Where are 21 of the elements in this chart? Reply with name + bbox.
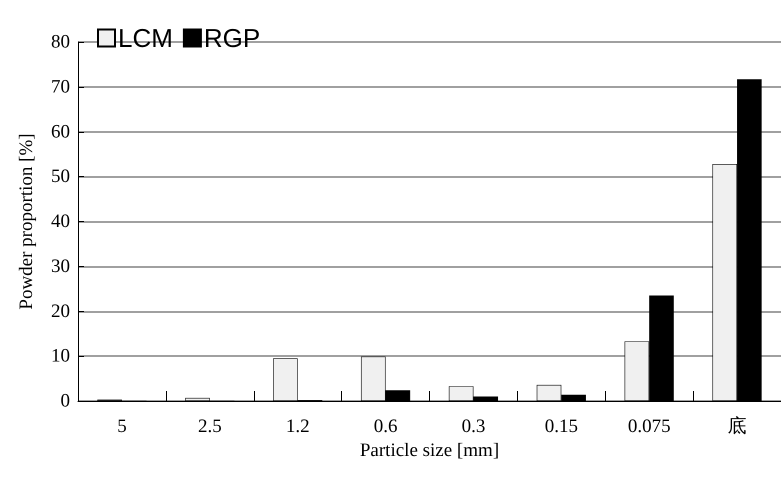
x-tick-label: 底 [728, 415, 747, 437]
x-tick-label: 0.075 [628, 416, 671, 437]
y-tick-label: 10 [51, 346, 70, 367]
y-tick-label: 20 [51, 300, 70, 322]
x-tick-label: 0.6 [374, 416, 398, 437]
x-tick-label: 1.2 [286, 416, 310, 437]
x-axis-title: Particle size [mm] [360, 440, 500, 461]
y-tick-label: 40 [51, 211, 70, 232]
x-tick-label: 0.15 [544, 416, 578, 437]
x-tick-label: 5 [117, 416, 127, 437]
y-tick-label: 70 [51, 76, 70, 98]
y-tick-label: 50 [51, 166, 70, 188]
x-tick-label: 2.5 [198, 416, 222, 437]
legend-label: RGP [204, 23, 260, 53]
y-axis-title: Powder proportion [%] [16, 133, 37, 310]
y-tick-label: 80 [51, 32, 70, 52]
x-tick-label: 0.3 [462, 416, 486, 437]
y-tick-label: 60 [51, 121, 70, 142]
legend-label: LCM [118, 23, 173, 53]
y-tick-label: 30 [51, 256, 70, 277]
y-tick-label: 0 [60, 390, 70, 412]
